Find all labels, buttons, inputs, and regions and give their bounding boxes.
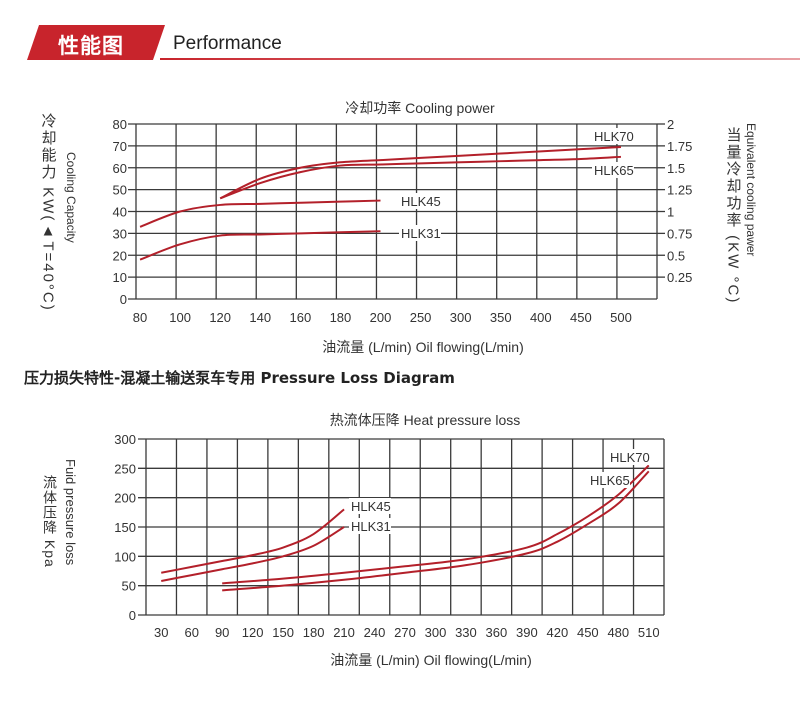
x-tick-label: 180 (303, 625, 325, 640)
y-tick-label: 150 (114, 520, 136, 535)
x-tick-label: 30 (154, 625, 168, 640)
y2-tick-label: 1.75 (667, 139, 692, 154)
y-axis-label-en: Cooling Capacity (64, 152, 78, 243)
series-label-hlk31: HLK31 (401, 226, 441, 241)
x-axis-label: 油流量 (L/min) Oil flowing(L/min) (330, 652, 531, 668)
y-tick-label: 30 (113, 226, 127, 241)
pressure-loss-heading: 压力损失特性-混凝土输送泵车专用 Pressure Loss Diagram (24, 369, 455, 386)
label-bg (592, 128, 634, 144)
x-tick-label: 160 (289, 310, 311, 325)
x-tick-label: 100 (169, 310, 191, 325)
series-label-hlk65: HLK65 (590, 473, 630, 488)
series-line-hlk45 (139, 199, 381, 228)
header-title-cn: 性能图 (58, 34, 124, 58)
y2-axis-label-en: Equivalent cooling pawer (744, 123, 758, 256)
series-label-hlk45: HLK45 (351, 499, 391, 514)
x-tick-label: 80 (133, 310, 147, 325)
label-bg (349, 518, 391, 534)
series-line-hlk65 (222, 470, 650, 592)
y2-tick-label: 2 (667, 117, 674, 132)
x-tick-label: 120 (209, 310, 231, 325)
chart-title: 冷却功率 Cooling power (345, 100, 495, 116)
label-bg (399, 193, 441, 209)
x-tick-label: 60 (184, 625, 198, 640)
y2-tick-label: 1.25 (667, 183, 692, 198)
y-tick-label: 50 (122, 579, 136, 594)
series-line-hlk31 (139, 230, 381, 261)
x-tick-label: 180 (330, 310, 352, 325)
y2-tick-label: 1 (667, 205, 674, 220)
label-bg (588, 472, 630, 488)
x-tick-label: 90 (215, 625, 229, 640)
y-tick-label: 80 (113, 117, 127, 132)
x-tick-label: 400 (530, 310, 552, 325)
cooling-power-chart: 冷却功率 Cooling power 80 2 70 1.75 60 1.5 50 1.25 40… (40, 100, 759, 355)
x-tick-label: 360 (486, 625, 508, 640)
y-tick-label: 70 (113, 139, 127, 154)
y-axis-label-cn: 冷却能力 KW(▲T=40°C) (40, 113, 57, 312)
label-bg (608, 449, 650, 465)
cooling-power-chart-svg: 冷却功率 Cooling power 80 2 70 1.75 60 1.5 50 1.25 40… (40, 100, 759, 355)
x-tick-label: 390 (516, 625, 538, 640)
y2-tick-label: 0.75 (667, 226, 692, 241)
x-tick-label: 330 (455, 625, 477, 640)
label-bg (349, 498, 391, 514)
series-label-hlk70: HLK70 (594, 129, 634, 144)
y-axis-label-cn: 流体压降 Kpa (42, 475, 58, 568)
series-label-hlk70: HLK70 (610, 450, 650, 465)
series-label-hlk65: HLK65 (594, 163, 634, 178)
series-line-hlk31 (161, 526, 345, 582)
series-line-hlk70 (222, 464, 650, 585)
x-tick-label: 500 (610, 310, 632, 325)
label-bg (399, 225, 441, 241)
y-tick-label: 20 (113, 248, 127, 263)
y-tick-label: 100 (114, 549, 136, 564)
x-axis-label: 油流量 (L/min) Oil flowing(L/min) (322, 339, 523, 355)
y2-tick-label: 0.25 (667, 270, 692, 285)
y-tick-label: 0 (129, 608, 136, 623)
x-tick-label: 150 (272, 625, 294, 640)
x-tick-label: 210 (333, 625, 355, 640)
label-bg (592, 162, 634, 178)
y2-axis-label-cn: 当量冷却功率 (KW °C) (725, 127, 742, 304)
series-label-hlk31: HLK31 (351, 519, 391, 534)
y-tick-label: 0 (120, 292, 127, 307)
y-tick-label: 50 (113, 183, 127, 198)
section-header: 性能图 Performance (0, 0, 800, 70)
y-tick-label: 200 (114, 491, 136, 506)
x-tick-label: 450 (570, 310, 592, 325)
x-tick-label: 250 (410, 310, 432, 325)
x-tick-label: 450 (577, 625, 599, 640)
chart-title: 热流体压降 Heat pressure loss (330, 412, 521, 428)
x-tick-label: 120 (242, 625, 264, 640)
header-red-tab (27, 25, 165, 60)
header-underline (160, 58, 800, 60)
x-tick-label: 140 (249, 310, 271, 325)
y-axis-label-en: Fuid pressure loss (63, 459, 78, 566)
x-tick-label: 420 (547, 625, 569, 640)
x-tick-label: 200 (370, 310, 392, 325)
y-tick-label: 60 (113, 161, 127, 176)
x-tick-label: 270 (394, 625, 416, 640)
x-tick-label: 510 (638, 625, 660, 640)
y2-tick-label: 0.5 (667, 248, 685, 263)
x-tick-label: 240 (364, 625, 386, 640)
y-tick-label: 300 (114, 432, 136, 447)
y-tick-label: 10 (113, 270, 127, 285)
header-title-en: Performance (173, 33, 282, 54)
series-label-hlk45: HLK45 (401, 194, 441, 209)
x-tick-label: 480 (607, 625, 629, 640)
y-tick-label: 40 (113, 205, 127, 220)
y-tick-label: 250 (114, 461, 136, 476)
series-line-hlk70 (219, 145, 622, 200)
x-tick-label: 300 (425, 625, 447, 640)
series-line-hlk45 (161, 508, 345, 574)
y2-tick-label: 1.5 (667, 161, 685, 176)
series-line-hlk65 (219, 155, 622, 200)
x-tick-label: 300 (450, 310, 472, 325)
x-tick-label: 350 (490, 310, 512, 325)
